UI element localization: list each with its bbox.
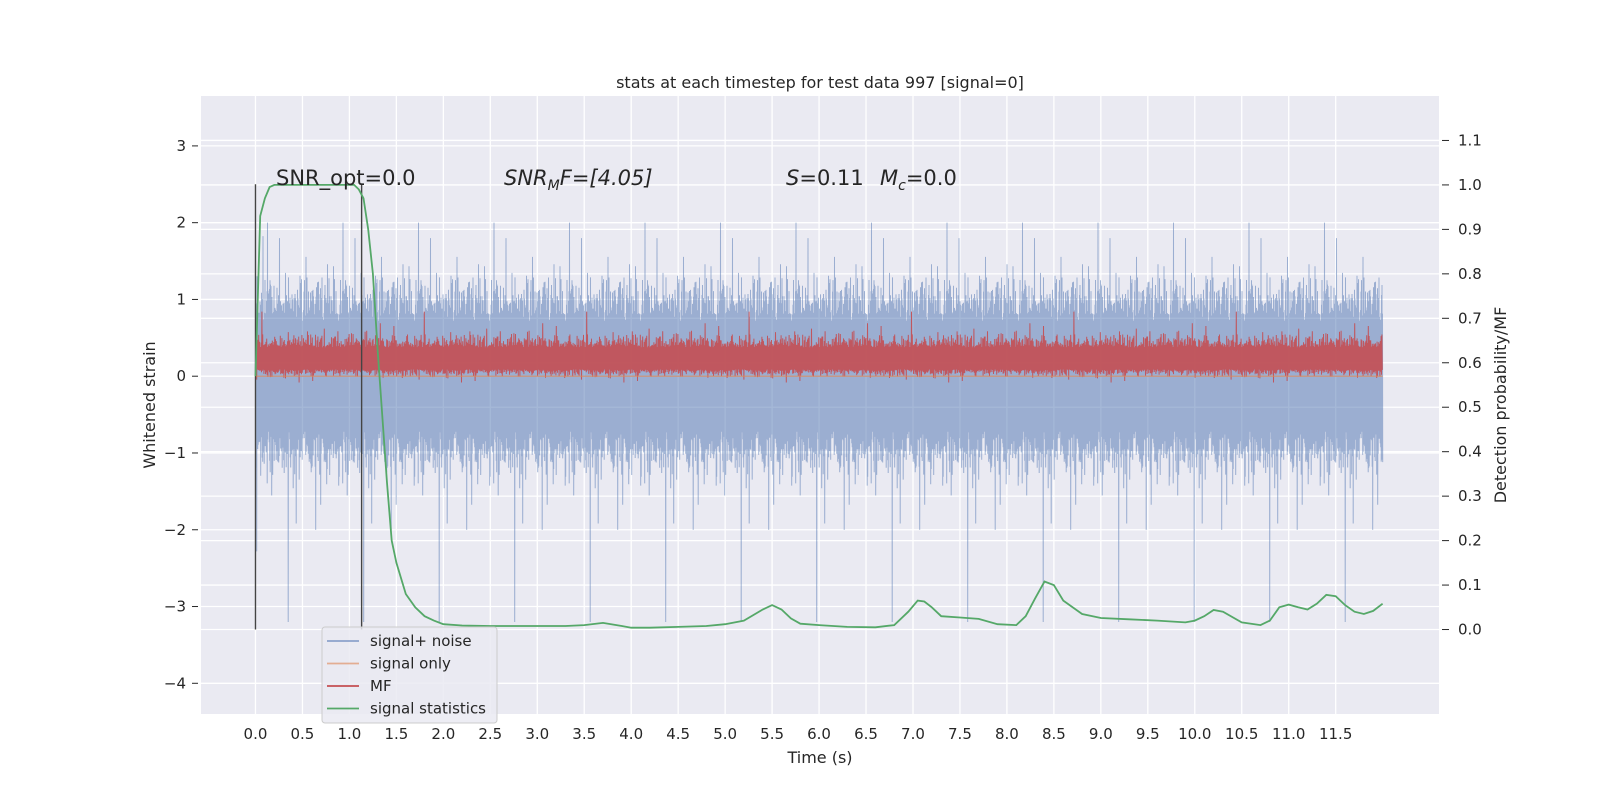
y2-tick-label: 0.9	[1458, 220, 1482, 238]
y2-tick-label: 0.6	[1458, 354, 1482, 372]
y-tick-label: 1	[176, 290, 186, 308]
y-tick-label: 3	[176, 137, 186, 155]
y-tick-label: −1	[164, 444, 186, 462]
snr-mf-annotation: SNRMF=[4.05]	[504, 166, 653, 194]
y-tick-labels: 3 2 1 0 −1 −2 −3 −4	[164, 137, 198, 692]
x-tick-label: 1.0	[337, 725, 361, 743]
s-value: =0.11	[799, 166, 863, 190]
x-tick-label: 8.5	[1042, 725, 1066, 743]
y-tick-label: −2	[164, 521, 186, 539]
event-vertical-lines	[254, 184, 363, 630]
x-tick-label: 6.0	[807, 725, 831, 743]
x-tick-label: 2.0	[431, 725, 455, 743]
legend: signal+ noise signal only MF signal statist…	[321, 626, 498, 724]
legend-label: signal+ noise	[370, 632, 472, 650]
y2-tick-labels: 0.0 0.1 0.2 0.3 0.4 0.5 0.6 0.7 0.8 0.9 1.0 1.1	[1442, 131, 1482, 639]
x-tick-label: 1.5	[384, 725, 408, 743]
chart-title: stats at each timestep for test data 997…	[616, 73, 1024, 92]
x-tick-label: 6.5	[854, 725, 878, 743]
snr-mf-symbol: SNR	[504, 166, 548, 190]
y2-tick-label: 0.8	[1458, 265, 1482, 283]
x-tick-label: 7.5	[948, 725, 972, 743]
snr-mf-subscript: M	[548, 178, 560, 194]
y2-tick-label: 0.1	[1458, 576, 1482, 594]
y2-axis-label: Detection probability/MF	[1491, 307, 1510, 504]
x-tick-labels: 0.0 0.5 1.0 1.5 2.0 2.5 3.0 3.5 4.0 4.5 5.0 5.5 6.0 6…	[244, 725, 1353, 743]
y2-tick-label: 0.2	[1458, 532, 1482, 550]
x-tick-label: 3.0	[525, 725, 549, 743]
y2-tick-label: 0.7	[1458, 309, 1482, 327]
mc-annotation: Mc=0.0	[880, 166, 957, 194]
y2-tick-label: 0.5	[1458, 398, 1482, 416]
x-tick-label: 5.5	[760, 725, 784, 743]
mc-symbol: M	[880, 166, 898, 190]
x-tick-label: 10.0	[1178, 725, 1211, 743]
x-tick-label: 9.0	[1089, 725, 1113, 743]
legend-label: signal statistics	[370, 700, 486, 718]
mc-subscript: c	[898, 178, 906, 194]
x-tick-label: 4.0	[619, 725, 643, 743]
x-tick-label: 7.0	[901, 725, 925, 743]
x-axis-label: Time (s)	[786, 748, 852, 767]
snr-opt-annotation: SNR_opt=0.0	[276, 166, 416, 191]
x-tick-label: 0.5	[291, 725, 315, 743]
x-tick-label: 5.0	[713, 725, 737, 743]
x-tick-label: 10.5	[1225, 725, 1258, 743]
x-tick-label: 4.5	[666, 725, 690, 743]
y-tick-label: 0	[176, 367, 186, 385]
x-tick-label: 2.5	[478, 725, 502, 743]
y2-tick-label: 0.4	[1458, 443, 1482, 461]
y2-tick-label: 0.3	[1458, 487, 1482, 505]
y-tick-label: 2	[176, 214, 186, 232]
s-annotation: S=0.11	[786, 166, 864, 190]
x-tick-label: 8.0	[995, 725, 1019, 743]
mf-trace	[255, 311, 1383, 383]
signal-statistics-series	[254, 184, 1384, 629]
y-tick-label: −4	[164, 674, 186, 692]
y2-tick-label: 0.0	[1458, 621, 1482, 639]
x-tick-label: 11.0	[1272, 725, 1305, 743]
mc-value: =0.0	[906, 166, 957, 190]
y-tick-label: −3	[164, 598, 186, 616]
legend-label: signal only	[370, 655, 451, 673]
s-symbol: S	[786, 166, 799, 190]
y-axis-label: Whitened strain	[140, 341, 159, 468]
y2-tick-label: 1.1	[1458, 131, 1482, 149]
x-tick-label: 11.5	[1319, 725, 1352, 743]
legend-label: MF	[370, 677, 392, 695]
legend-box	[321, 626, 498, 724]
x-tick-label: 0.0	[244, 725, 268, 743]
mf-series	[255, 311, 1383, 383]
x-tick-label: 3.5	[572, 725, 596, 743]
x-tick-label: 9.5	[1136, 725, 1160, 743]
snr-mf-value: F=[4.05]	[560, 166, 653, 190]
y2-tick-label: 1.0	[1458, 176, 1482, 194]
